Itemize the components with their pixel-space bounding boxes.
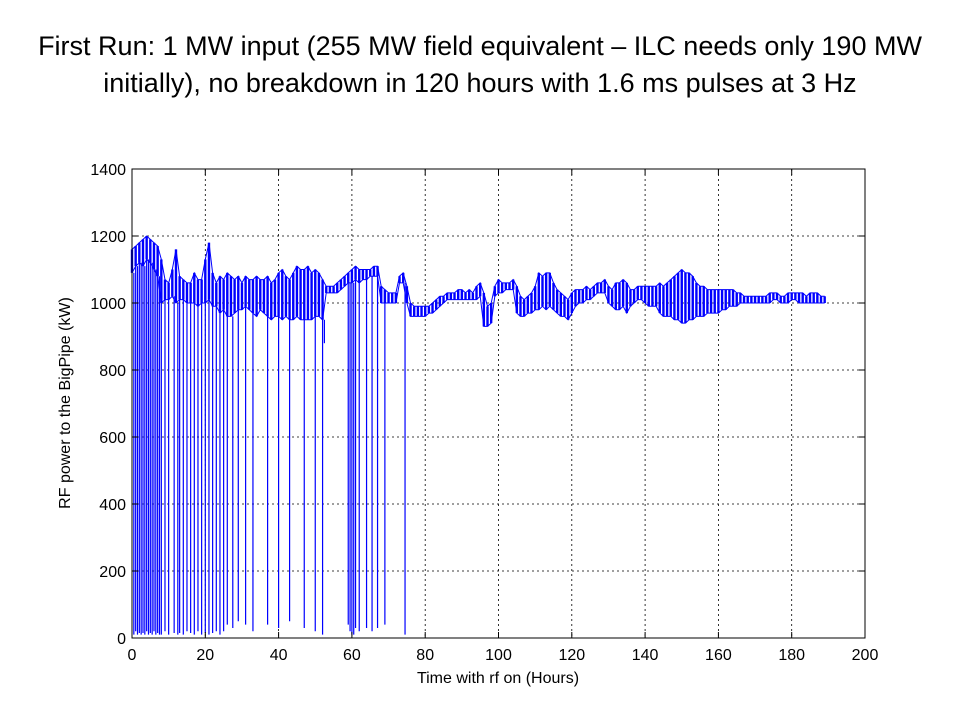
x-tick-label: 80 [416, 647, 434, 664]
rf-power-series [130, 235, 826, 635]
y-tick-label: 1400 [90, 162, 126, 179]
x-tick-label: 40 [270, 647, 288, 664]
axis-ticks: 0 20 40 60 80 100 120 140 160 180 200 0 200 400 600 800… [90, 162, 878, 664]
y-tick-label: 0 [117, 631, 126, 648]
series-upper-envelope [131, 235, 825, 308]
y-tick-label: 1000 [90, 296, 126, 313]
x-tick-label: 100 [485, 647, 512, 664]
x-axis-label: Time with rf on (Hours) [417, 670, 579, 687]
y-tick-label: 1200 [90, 229, 126, 246]
series-lower-envelope [131, 258, 825, 327]
y-axis-label: RF power to the BigPipe (kW) [57, 297, 74, 509]
y-tick-label: 200 [99, 564, 126, 581]
x-tick-label: 20 [196, 647, 214, 664]
x-tick-label: 200 [852, 647, 879, 664]
slide-title: First Run: 1 MW input (255 MW field equi… [38, 31, 922, 98]
x-tick-label: 160 [705, 647, 732, 664]
y-tick-label: 400 [99, 497, 126, 514]
x-tick-label: 60 [343, 647, 361, 664]
y-tick-label: 800 [99, 363, 126, 380]
x-tick-label: 180 [778, 647, 805, 664]
x-tick-label: 120 [558, 647, 585, 664]
x-tick-label: 140 [632, 647, 659, 664]
x-tick-label: 0 [128, 647, 137, 664]
y-tick-label: 600 [99, 430, 126, 447]
